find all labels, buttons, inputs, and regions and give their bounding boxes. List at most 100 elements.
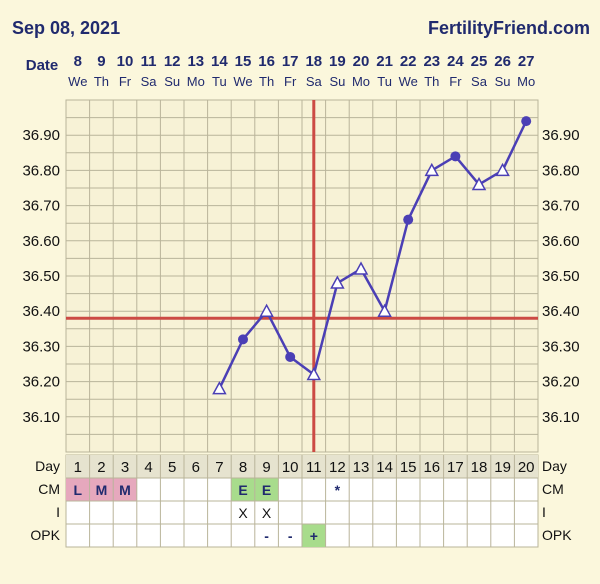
date-number: 16 [258, 53, 275, 70]
y-tick-label-left: 36.20 [22, 374, 60, 391]
date-number: 17 [282, 53, 299, 70]
weekday-label: Sa [306, 74, 323, 89]
opk-value: - [264, 528, 269, 544]
opk-positive-cell [302, 524, 326, 547]
temperature-point-open [377, 303, 392, 317]
cm-value: * [335, 482, 341, 498]
cycle-day-number: 4 [144, 459, 152, 476]
date-number: 21 [376, 53, 393, 70]
date-number: 18 [305, 53, 322, 70]
y-tick-label-right: 36.20 [542, 374, 580, 391]
temperature-point [238, 334, 248, 345]
cm-fertile-cell [231, 478, 255, 501]
temperature-point-open [424, 162, 440, 177]
y-tick-label-left: 36.50 [22, 268, 60, 285]
temperature-point [285, 351, 296, 362]
weekday-label: Sa [471, 74, 488, 89]
cycle-day-number: 8 [239, 459, 247, 476]
table-row-label-left: OPK [30, 527, 60, 543]
cm-menses-cell [66, 478, 90, 501]
weekday-label: Mo [187, 74, 205, 89]
weekday-label: We [68, 74, 87, 89]
cycle-day-number: 2 [97, 459, 105, 476]
weekday-label: Tu [377, 74, 392, 89]
cycle-day-number: 6 [192, 459, 200, 476]
temperature-point-open [353, 261, 369, 275]
weekday-label: Th [424, 74, 439, 89]
date-number: 19 [329, 53, 346, 70]
date-number: 15 [235, 53, 252, 70]
y-tick-label-left: 36.60 [22, 233, 60, 250]
date-number: 24 [447, 53, 464, 70]
cycle-day-number: 5 [168, 459, 176, 476]
cm-value: M [119, 482, 131, 498]
cm-fertile-cell [254, 478, 279, 501]
weekday-label: Mo [352, 74, 370, 89]
cm-menses-cell [89, 478, 114, 501]
y-tick-label-right: 36.80 [542, 162, 580, 179]
cycle-day-number: 15 [400, 459, 417, 476]
table-row-label-left: Day [35, 458, 60, 474]
y-tick-label-right: 36.90 [542, 127, 580, 144]
cm-menses-cell [113, 478, 137, 501]
y-tick-label-right: 36.60 [542, 233, 580, 250]
table-row-label-right: I [542, 504, 546, 520]
date-number: 8 [74, 53, 82, 70]
temperature-point [450, 151, 461, 162]
cycle-day-number: 19 [494, 459, 511, 476]
cycle-day-number: 16 [423, 459, 440, 476]
table-row-label-right: OPK [542, 527, 572, 543]
chart-date: Sep 08, 2021 [12, 18, 121, 38]
opk-value: - [288, 528, 293, 544]
weekday-label: Fr [119, 74, 132, 89]
y-tick-label-left: 36.70 [22, 198, 60, 215]
date-row-label: Date [26, 57, 59, 74]
cycle-day-number: 9 [262, 459, 270, 476]
y-tick-label-left: 36.30 [22, 338, 60, 355]
cm-value: M [96, 482, 108, 498]
date-number: 13 [187, 53, 204, 70]
weekday-label: Su [329, 74, 345, 89]
date-number: 11 [141, 53, 157, 70]
date-number: 26 [494, 53, 511, 70]
temperature-point-open [471, 176, 487, 191]
temperature-line [218, 120, 528, 390]
intercourse-mark: X [262, 505, 272, 521]
table-row-label-right: CM [542, 481, 564, 497]
temperature-point-open [330, 275, 345, 289]
weekday-label: Fr [449, 74, 462, 89]
y-tick-label-right: 36.10 [542, 409, 580, 426]
table-row-label-left: CM [38, 481, 60, 497]
y-tick-label-right: 36.70 [542, 198, 580, 215]
cycle-day-number: 20 [518, 459, 535, 476]
cycle-day-number: 1 [74, 459, 82, 476]
site-name: FertilityFriend.com [427, 18, 590, 38]
date-number: 10 [117, 53, 134, 70]
date-number: 14 [211, 53, 228, 70]
cycle-day-number: 11 [306, 459, 322, 476]
y-tick-label-right: 36.30 [542, 338, 580, 355]
cm-value: E [238, 482, 247, 498]
weekday-label: We [233, 74, 252, 89]
date-number: 25 [471, 53, 488, 70]
weekday-label: Su [495, 74, 511, 89]
y-tick-label-left: 36.80 [22, 162, 60, 179]
chart-header: Sep 08, 2021 FertilityFriend.com [0, 0, 600, 40]
y-tick-label-left: 36.10 [22, 409, 60, 426]
date-number: 27 [518, 53, 535, 70]
date-number: 9 [97, 53, 105, 70]
cycle-day-number: 12 [329, 459, 346, 476]
y-tick-label-left: 36.40 [22, 303, 60, 320]
cycle-day-number: 13 [353, 459, 370, 476]
weekday-label: Th [94, 74, 109, 89]
weekday-label: Fr [284, 74, 297, 89]
weekday-label: Tu [212, 74, 227, 89]
table-row-label-right: Day [542, 458, 567, 474]
weekday-label: Su [164, 74, 180, 89]
date-number: 23 [423, 53, 440, 70]
cycle-day-number: 14 [376, 459, 393, 476]
weekday-label: Mo [517, 74, 535, 89]
weekday-label: We [399, 74, 418, 89]
cm-value: L [74, 482, 83, 498]
